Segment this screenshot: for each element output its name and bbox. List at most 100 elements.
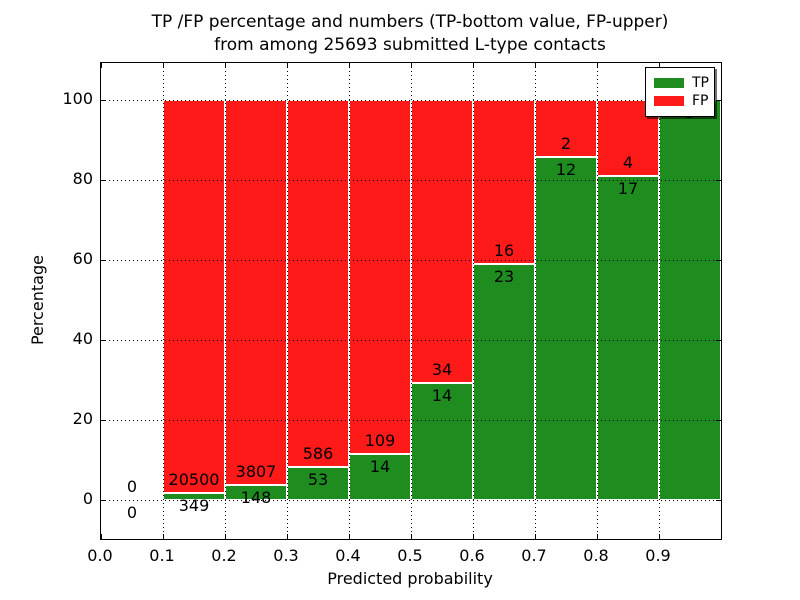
x-tick-label: 0.4 (335, 546, 361, 565)
tp-count-label: 53 (307, 469, 329, 489)
bar-fp-segment (473, 100, 535, 265)
gridline-vertical (286, 63, 288, 539)
chart-title-line2: from among 25693 submitted L-type contac… (214, 35, 606, 55)
bar-fp-segment (349, 100, 411, 455)
bar-tp-segment (597, 176, 659, 500)
y-tick-label: 60 (72, 249, 93, 268)
x-tick-label: 0.1 (149, 546, 175, 565)
fp-count-label: 0 (126, 477, 138, 496)
x-tick-label: 0.8 (583, 546, 609, 565)
legend-entry-fp: FP (654, 93, 709, 109)
fp-count-label: 4 (622, 153, 634, 173)
fp-count-label: 20500 (168, 470, 220, 490)
x-tick-mark-top (596, 63, 598, 68)
y-tick-mark (101, 500, 106, 501)
gridline-vertical (534, 63, 536, 539)
x-tick-mark-top (286, 63, 288, 68)
y-tick-mark-right (716, 420, 721, 421)
x-tick-mark (658, 534, 660, 539)
tp-count-label: 14 (431, 386, 453, 406)
x-tick-label: 0.7 (521, 546, 547, 565)
fp-count-label: 3807 (235, 462, 277, 482)
gridline-vertical (596, 63, 598, 539)
y-tick-label: 80 (72, 169, 93, 188)
y-tick-mark-right (716, 180, 721, 181)
x-tick-mark-top (348, 63, 350, 68)
x-tick-mark-top (472, 63, 474, 68)
tp-count-label: 14 (369, 457, 391, 477)
x-tick-mark (472, 534, 474, 539)
chart-title-line1: TP /FP percentage and numbers (TP-bottom… (151, 12, 669, 32)
gridline-vertical (410, 63, 412, 539)
bar-fp-segment (163, 100, 225, 494)
legend-entry-tp: TP (654, 75, 709, 91)
x-tick-mark (286, 534, 288, 539)
x-tick-label: 0.3 (273, 546, 299, 565)
y-tick-mark-right (716, 100, 721, 101)
bar-fp-segment (287, 100, 349, 467)
x-tick-mark (534, 534, 536, 539)
fp-count-label: 109 (364, 431, 396, 451)
x-tick-label: 0.0 (87, 546, 113, 565)
y-tick-label: 100 (62, 89, 93, 108)
y-tick-mark-right (716, 500, 721, 501)
gridline-vertical (162, 63, 164, 539)
y-tick-mark-right (716, 340, 721, 341)
x-tick-mark (596, 534, 598, 539)
y-tick-mark (101, 100, 106, 101)
x-tick-mark-top (534, 63, 536, 68)
bar-tp-segment (287, 466, 349, 500)
bar-tp-segment (473, 264, 535, 500)
fp-count-label: 586 (302, 443, 334, 463)
tp-count-label: 349 (178, 496, 210, 516)
bar-fp-segment (411, 100, 473, 384)
bar-tp-segment (535, 157, 597, 500)
y-tick-mark-right (716, 260, 721, 261)
y-tick-label: 20 (72, 409, 93, 428)
y-tick-label: 40 (72, 329, 93, 348)
y-tick-mark (101, 260, 106, 261)
tp-count-label: 148 (240, 488, 272, 508)
x-tick-mark (224, 534, 226, 539)
legend-label-fp: FP (692, 93, 709, 109)
x-tick-label: 0.6 (459, 546, 485, 565)
fp-count-label: 34 (431, 360, 453, 380)
tp-count-label: 17 (617, 179, 639, 199)
gridline-vertical (224, 63, 226, 539)
tp-color-swatch (654, 78, 684, 88)
tp-count-label: 23 (493, 267, 515, 287)
y-tick-mark (101, 180, 106, 181)
x-tick-mark (162, 534, 164, 539)
fp-count-label: 16 (493, 241, 515, 261)
y-tick-mark (101, 420, 106, 421)
x-tick-mark (348, 534, 350, 539)
x-tick-mark-top (658, 63, 660, 68)
x-tick-label: 0.2 (211, 546, 237, 565)
tp-count-label: 0 (126, 503, 138, 522)
legend: TP FP (645, 67, 715, 117)
bar-fp-segment (535, 100, 597, 158)
x-tick-mark (100, 534, 102, 539)
gridline-vertical (472, 63, 474, 539)
bar-tp-segment (659, 100, 721, 500)
fp-count-label: 2 (560, 134, 572, 154)
gridline-vertical (658, 63, 660, 539)
tp-count-label: 12 (555, 160, 577, 180)
plot-area: 0 0 20500 349 3807 148 586 53 109 14 34 14 16 23 2 12 4 1… (100, 62, 722, 540)
fp-color-swatch (654, 96, 684, 106)
bar-fp-segment (225, 100, 287, 486)
x-tick-mark-top (100, 63, 102, 68)
bar-tp-segment (411, 383, 473, 500)
x-tick-mark (410, 534, 412, 539)
x-tick-label: 0.5 (397, 546, 423, 565)
x-axis-label: Predicted probability (327, 569, 493, 588)
x-tick-mark-top (410, 63, 412, 68)
x-tick-mark-top (224, 63, 226, 68)
legend-label-tp: TP (692, 75, 709, 91)
x-tick-mark-top (162, 63, 164, 68)
y-tick-label: 0 (82, 489, 93, 508)
gridline-vertical (348, 63, 350, 539)
x-tick-label: 0.9 (645, 546, 671, 565)
y-tick-mark (101, 340, 106, 341)
